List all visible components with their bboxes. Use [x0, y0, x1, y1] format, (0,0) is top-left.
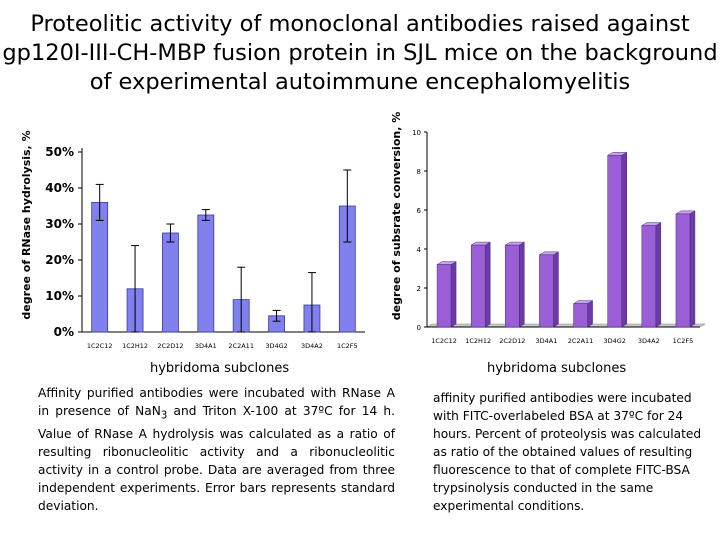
x-tick-label-3D4A2: 3D4A2 [301, 342, 323, 350]
y-tick-label: 30% [45, 217, 74, 231]
y-tick-label: 4 [417, 246, 422, 254]
left-chart-xlabel: hybridoma subclones [150, 361, 290, 376]
right-chart-xlabel: hybridoma subclones [487, 361, 627, 376]
right-chart-ylabel: degree of subsrate conversion, % [390, 112, 403, 320]
y-tick-label: 50% [45, 145, 74, 159]
title-line-1: Proteolitic activity of monoclonal antib… [30, 11, 690, 37]
y-tick-label: 10% [45, 289, 74, 303]
bar-2C2D12 [505, 244, 520, 328]
bar-side-3D4G2 [621, 151, 627, 328]
x-tick-label-1C2H12: 1C2H12 [465, 337, 491, 345]
y-tick-label: 0% [54, 325, 74, 339]
left-caption: Affinity purified antibodies were incuba… [38, 386, 395, 514]
left-chart-ylabel: degree of RNase hydrolysis, % [20, 130, 33, 319]
bar-3D4A1 [539, 254, 554, 328]
bar-3D4G2 [607, 155, 622, 328]
bar-side-2C2D12 [519, 241, 525, 328]
bar-1C2H12 [470, 244, 486, 328]
bar-side-1C2F5 [689, 210, 696, 328]
x-tick-label-1C2F5: 1C2F5 [673, 337, 694, 345]
bar-side-3D4A2 [655, 222, 662, 328]
bar-2C2A11 [573, 303, 588, 328]
bar-side-2C2A11 [587, 300, 593, 328]
x-tick-label-3D4A2: 3D4A2 [638, 337, 660, 345]
y-tick-label: 0 [417, 324, 421, 332]
x-tick-label-1C2C12: 1C2C12 [431, 337, 457, 345]
title-line-2: gp120I-III-CH-MBP fusion protein in SJL … [2, 40, 718, 66]
page-title: Proteolitic activity of monoclonal antib… [0, 10, 720, 97]
y-tick-label: 2 [417, 285, 421, 293]
right-caption: affinity purified antibodies were incuba… [433, 391, 702, 513]
y-tick-label: 20% [45, 253, 74, 267]
bar-side-1C2H12 [484, 241, 491, 328]
x-tick-label-2C2A11: 2C2A11 [568, 337, 594, 345]
y-tick-label: 10 [412, 129, 421, 137]
bar-1C2F5 [675, 213, 691, 328]
y-tick-label: 6 [417, 207, 422, 215]
x-tick-label-2C2A11: 2C2A11 [228, 342, 254, 350]
x-tick-label-1C2F5: 1C2F5 [337, 342, 358, 350]
y-tick-label: 40% [45, 181, 74, 195]
x-tick-label-1C2C12: 1C2C12 [87, 342, 113, 350]
x-tick-label-3D4G2: 3D4G2 [265, 342, 287, 350]
bar-1C2C12 [436, 264, 452, 328]
x-tick-label-2C2D12: 2C2D12 [157, 342, 183, 350]
x-tick-label-2C2D12: 2C2D12 [499, 337, 525, 345]
bar-side-3D4A1 [553, 251, 559, 328]
y-tick-label: 8 [417, 168, 421, 176]
x-tick-label-1C2H12: 1C2H12 [122, 342, 148, 350]
x-tick-label-3D4G2: 3D4G2 [603, 337, 625, 345]
bar-3D4A2 [641, 225, 657, 328]
title-line-3: of experimental autoimmune encephalomyel… [89, 69, 631, 95]
x-tick-label-3D4A1: 3D4A1 [195, 342, 217, 350]
x-tick-label-3D4A1: 3D4A1 [536, 337, 558, 345]
bar-side-1C2C12 [450, 261, 457, 328]
